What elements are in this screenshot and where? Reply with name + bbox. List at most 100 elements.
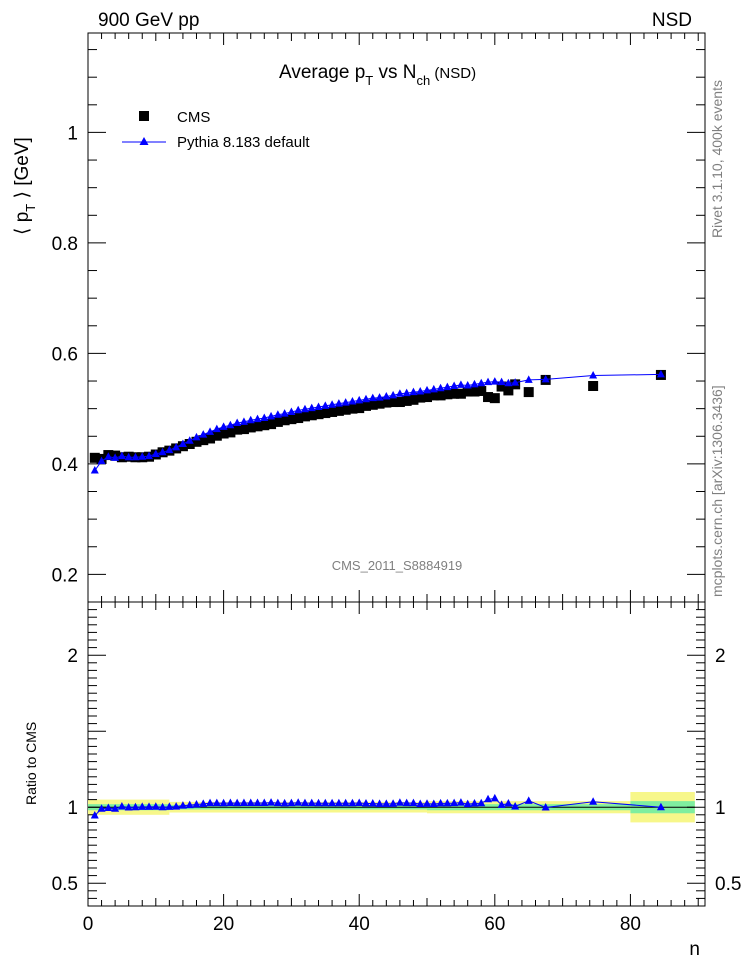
pythia-ratio-point (321, 798, 330, 807)
pythia-data-point (341, 398, 350, 406)
pythia-data-point (321, 401, 330, 409)
pythia-ratio-point (497, 800, 506, 808)
pythia-ratio-point (185, 800, 194, 809)
pythia-ratio-point (375, 799, 384, 807)
pythia-ratio-point (239, 798, 248, 806)
pythia-data-point (436, 383, 445, 392)
cms-data-point (299, 411, 310, 422)
main-y-tick-label: 0.2 (52, 565, 78, 586)
ratio-series (90, 793, 665, 819)
cms-data-point (449, 388, 460, 399)
cms-data-point (483, 392, 494, 403)
cms-data-point (496, 381, 507, 392)
pythia-ratio-point (443, 798, 452, 807)
header-right-label: NSD (652, 10, 692, 31)
ratio-y-tick-label-right: 2 (715, 646, 726, 667)
pythia-data-point (450, 381, 459, 390)
pythia-data-point (165, 445, 174, 454)
pythia-ratio-point (300, 798, 309, 807)
pythia-data-point (300, 404, 309, 413)
pythia-data-point (409, 387, 418, 396)
pythia-ratio-point (314, 798, 323, 807)
ratio-y-axis-label: Ratio to CMS (23, 722, 39, 805)
pythia-data-point (368, 393, 377, 402)
pythia-ratio-point (206, 798, 215, 807)
pythia-ratio-point (294, 798, 303, 806)
pythia-ratio-point (341, 798, 350, 807)
cms-data-point (320, 408, 331, 419)
pythia-ratio-point (212, 798, 221, 807)
pythia-data-point (233, 418, 242, 427)
pythia-ratio-point (280, 798, 289, 807)
pythia-ratio-point (463, 799, 472, 808)
pythia-ratio-point (260, 798, 269, 806)
cms-data-point (306, 410, 317, 421)
cms-data-point (360, 400, 371, 411)
pythia-data-point (192, 432, 201, 441)
cms-data-point (218, 428, 229, 439)
pythia-data-point (246, 415, 255, 424)
cms-data-point (205, 433, 216, 444)
ratio-bands (88, 792, 695, 823)
x-tick-label: 80 (620, 914, 641, 935)
pythia-ratio-point (436, 798, 445, 807)
pythia-ratio-point (328, 798, 337, 807)
pythia-data-point (145, 451, 154, 460)
pythia-data-point (111, 453, 120, 461)
pythia-data-point (314, 402, 323, 410)
pythia-data-point (497, 377, 506, 386)
pythia-data-point (267, 411, 276, 420)
x-tick-label: 60 (484, 914, 505, 935)
pythia-data-point (138, 452, 147, 460)
pythia-ratio-point (226, 798, 235, 806)
pythia-data-point (504, 378, 513, 387)
pythia-data-point (463, 380, 472, 389)
cms-data-point (588, 381, 599, 392)
main-y-tick-label: 1 (67, 123, 78, 144)
pythia-data-point (253, 414, 262, 423)
cms-data-point (286, 414, 297, 425)
pythia-data-point (131, 452, 140, 461)
pythia-ratio-point (541, 803, 550, 811)
pythia-data-point (185, 436, 194, 444)
cms-data-point (388, 397, 399, 408)
pythia-data-point (589, 371, 598, 379)
pythia-ratio-point (524, 796, 533, 804)
pythia-ratio-point (402, 798, 411, 807)
cms-data-point (89, 452, 100, 463)
cms-data-point (191, 436, 202, 447)
cms-data-point (272, 416, 283, 427)
pythia-ratio-point (348, 798, 357, 807)
pythia-data-point (477, 378, 486, 387)
cms-data-point (442, 389, 453, 400)
pythia-ratio-point (192, 799, 201, 808)
x-tick-label: 40 (349, 914, 370, 935)
pythia-data-point (158, 447, 167, 456)
pythia-ratio-point (423, 799, 432, 807)
cms-data-point (347, 403, 358, 414)
x-axis-label: n (689, 939, 700, 960)
pythia-data-point (656, 369, 665, 378)
pythia-data-point (206, 427, 215, 435)
pythia-ratio-point (361, 799, 370, 807)
cms-data-point (198, 435, 209, 446)
main-y-tick-label: 0.6 (52, 344, 78, 365)
pythia-ratio-point (145, 802, 154, 810)
cms-data-point (259, 420, 270, 431)
pythia-data-point (484, 377, 493, 386)
main-axes: 0.2 0.4 0.6 0.8 1 (52, 33, 705, 603)
cms-data-point (381, 397, 392, 408)
pythia-data-point (287, 407, 296, 415)
pythia-data-point (429, 384, 438, 393)
pythia-ratio-point (409, 798, 418, 807)
cms-data-point (313, 409, 324, 420)
cms-data-point (245, 422, 256, 433)
pythia-data-point (97, 456, 106, 465)
pythia-data-point (260, 413, 269, 422)
pythia-ratio-point (253, 798, 262, 806)
pythia-data-point (348, 396, 357, 405)
pythia-data-point (402, 388, 411, 397)
cms-data-point (489, 393, 500, 404)
cms-data-point (367, 399, 378, 410)
pythia-data-point (273, 410, 282, 418)
